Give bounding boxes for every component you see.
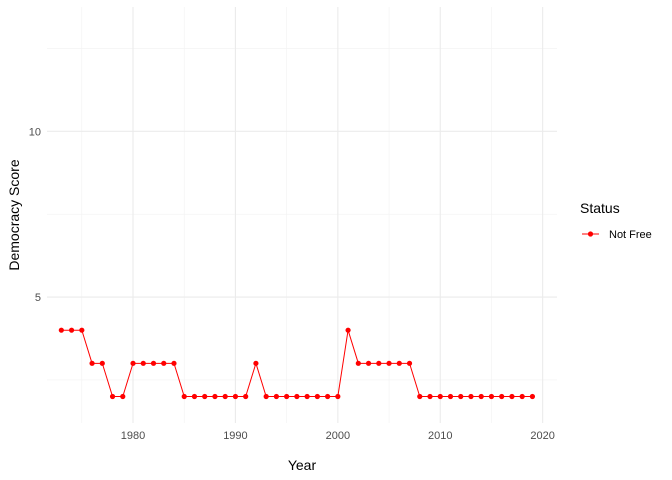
data-point — [509, 393, 515, 400]
x-tick-label: 2010 — [428, 430, 452, 442]
data-point — [437, 393, 443, 400]
data-point — [161, 360, 167, 366]
legend-key-point — [587, 231, 594, 237]
data-point — [263, 393, 269, 400]
data-point — [355, 360, 361, 366]
data-point — [171, 360, 177, 366]
data-point — [243, 393, 249, 400]
data-point — [427, 393, 433, 400]
data-point — [181, 393, 187, 400]
data-point — [99, 360, 105, 366]
data-point — [79, 327, 85, 333]
data-point — [345, 327, 351, 333]
data-point — [529, 393, 536, 400]
x-tick-label: 2020 — [530, 430, 554, 442]
legend-entries: Not Free — [582, 229, 652, 241]
x-axis-title: Year — [288, 457, 317, 473]
y-tick-label: 5 — [35, 292, 41, 304]
data-point — [253, 360, 259, 366]
data-point — [191, 393, 198, 400]
data-point — [406, 360, 413, 366]
data-point — [335, 393, 341, 400]
data-point — [447, 393, 454, 400]
legend-item: Not Free — [582, 229, 652, 241]
data-point — [58, 327, 64, 333]
y-tick-label: 10 — [29, 126, 41, 138]
y-axis-title: Democracy Score — [6, 159, 22, 270]
legend-label: Not Free — [609, 229, 652, 241]
data-point — [222, 393, 228, 400]
data-point — [130, 360, 136, 366]
legend-title: Status — [580, 200, 620, 216]
data-point — [325, 393, 331, 400]
data-point — [89, 360, 95, 366]
minor-gridlines — [47, 7, 557, 423]
data-point — [273, 393, 279, 400]
x-tick-label: 1980 — [121, 430, 145, 442]
legend: Status Not Free — [580, 200, 652, 241]
x-tick-label: 1990 — [223, 430, 247, 442]
data-point — [212, 393, 218, 400]
data-point — [284, 393, 290, 400]
series-layer — [58, 327, 536, 400]
data-point — [304, 393, 310, 400]
data-point — [499, 393, 505, 400]
data-point — [202, 393, 208, 400]
major-gridlines — [47, 7, 557, 423]
data-point — [386, 360, 392, 366]
data-point — [365, 360, 372, 366]
data-point — [109, 393, 116, 400]
data-point — [417, 393, 423, 400]
data-point — [468, 393, 474, 400]
data-point — [120, 393, 126, 400]
data-point — [294, 393, 300, 400]
y-axis-ticks: 5 10 — [29, 126, 41, 304]
data-point — [376, 360, 382, 366]
data-point — [232, 393, 239, 400]
x-axis-ticks: 1980 1990 2000 2010 2020 — [121, 430, 555, 442]
data-point — [458, 393, 464, 400]
data-point — [478, 393, 484, 400]
data-point — [140, 360, 146, 366]
data-point — [314, 393, 320, 400]
x-tick-label: 2000 — [326, 430, 350, 442]
data-point — [488, 393, 495, 400]
data-point — [396, 360, 402, 366]
data-point — [68, 327, 75, 333]
data-point — [519, 393, 525, 400]
data-point — [150, 360, 157, 366]
